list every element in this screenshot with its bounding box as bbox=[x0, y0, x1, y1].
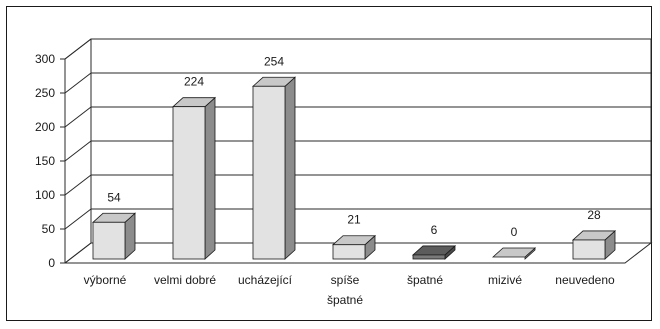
bar bbox=[571, 230, 617, 260]
bar-front bbox=[572, 239, 606, 260]
data-label: 6 bbox=[431, 223, 438, 237]
category-label: ucházející bbox=[238, 273, 293, 287]
data-label: 21 bbox=[347, 213, 361, 227]
category-label: výborné bbox=[84, 273, 127, 287]
gridline-side bbox=[64, 242, 92, 264]
bar bbox=[171, 96, 217, 260]
bar-top bbox=[491, 247, 537, 258]
chart-frame: 0 50 100 150 200 250 300 54 224 254 21 6 0 28 výborn… bbox=[6, 6, 653, 321]
bar-side bbox=[284, 76, 296, 260]
category-label: velmi dobré bbox=[154, 273, 216, 287]
bar-front bbox=[92, 221, 126, 260]
bar-side bbox=[204, 96, 216, 260]
data-label: 254 bbox=[264, 54, 284, 68]
y-tick-label: 0 bbox=[48, 256, 55, 270]
gridline-side bbox=[64, 106, 92, 128]
y-tick-label: 200 bbox=[35, 120, 55, 134]
gridline-side bbox=[64, 72, 92, 94]
data-label: 224 bbox=[184, 75, 204, 89]
bar-front bbox=[332, 244, 366, 260]
gridline-side bbox=[64, 208, 92, 230]
y-tick-label: 100 bbox=[35, 188, 55, 202]
gridline-side bbox=[64, 38, 92, 60]
bar bbox=[411, 245, 457, 260]
bar bbox=[251, 76, 297, 260]
gridline-side bbox=[64, 140, 92, 162]
data-label: 54 bbox=[107, 190, 121, 204]
bar bbox=[491, 247, 537, 260]
bar-chart: 0 50 100 150 200 250 300 54 224 254 21 6 0 28 výborn… bbox=[35, 38, 653, 307]
y-tick-label: 300 bbox=[35, 52, 55, 66]
category-label: spíše bbox=[331, 273, 360, 287]
category-label: mizivé bbox=[488, 273, 522, 287]
y-tick-label: 250 bbox=[35, 86, 55, 100]
category-label: špatné bbox=[327, 293, 363, 307]
data-labels: 54 224 254 21 6 0 28 bbox=[107, 54, 601, 239]
category-label: špatné bbox=[407, 273, 443, 287]
bar-front bbox=[252, 85, 286, 260]
bar-front bbox=[172, 106, 206, 260]
bar bbox=[91, 212, 137, 260]
data-label: 0 bbox=[511, 225, 518, 239]
y-tick-label: 50 bbox=[42, 222, 56, 236]
data-label: 28 bbox=[587, 208, 601, 222]
bar-front bbox=[412, 254, 446, 260]
category-label: neuvedeno bbox=[555, 273, 615, 287]
bar bbox=[331, 234, 377, 260]
y-axis-ticks: 0 50 100 150 200 250 300 bbox=[35, 52, 65, 270]
y-tick-label: 150 bbox=[35, 154, 55, 168]
bars bbox=[91, 76, 617, 260]
gridline-side bbox=[64, 174, 92, 196]
x-axis-categories: výborné velmi dobré ucházející spíše špatné š… bbox=[84, 273, 615, 307]
